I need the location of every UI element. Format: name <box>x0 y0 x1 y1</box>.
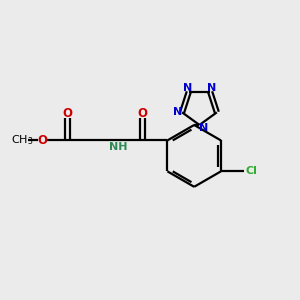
Text: N: N <box>183 83 192 93</box>
Text: O: O <box>137 107 147 120</box>
Text: N: N <box>207 83 216 93</box>
Text: CH$_3$: CH$_3$ <box>11 134 33 147</box>
Text: O: O <box>62 107 72 120</box>
Text: Cl: Cl <box>245 166 257 176</box>
Text: N: N <box>199 123 208 133</box>
Text: NH: NH <box>109 142 127 152</box>
Text: O: O <box>37 134 47 147</box>
Text: N: N <box>173 107 182 117</box>
